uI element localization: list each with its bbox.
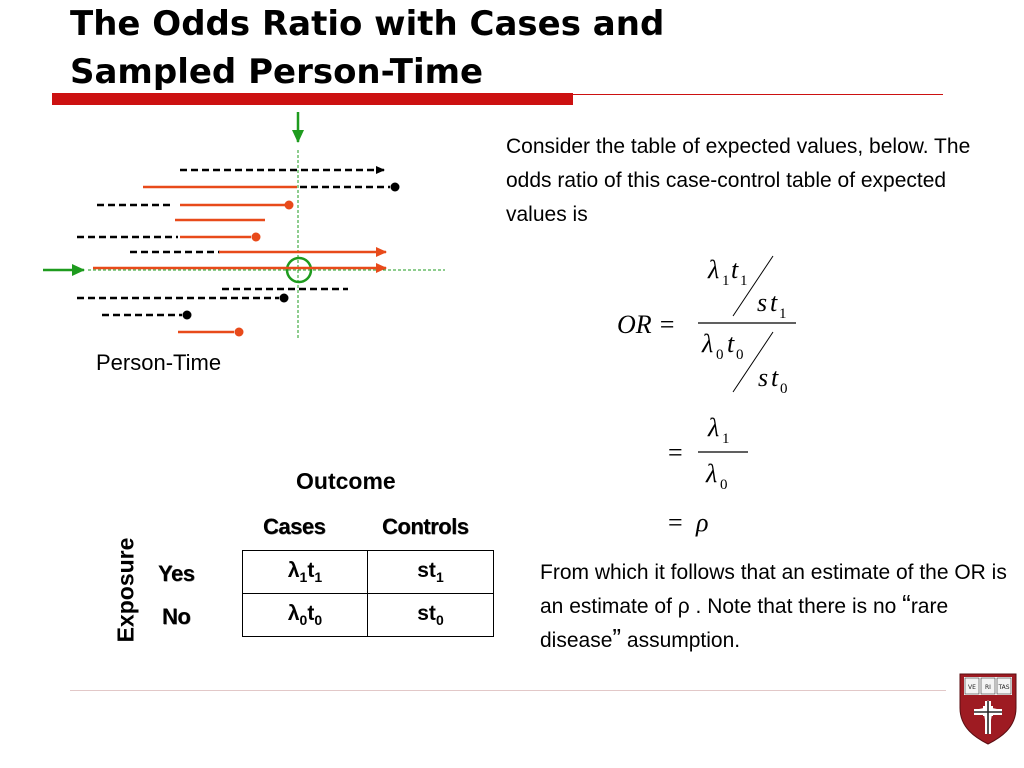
orange-end-dot-2 [251,232,261,242]
row-label-no: No [162,604,191,629]
svg-text:VE: VE [968,684,976,691]
eq-num-st-t: t [770,288,778,317]
title-underline-thin [573,94,943,95]
eq-den-lambda-sub: 0 [716,347,724,363]
eq-num-s: s [757,288,767,317]
eq-lambda1: λ [707,413,719,442]
eq-num-lambda-sub: 1 [722,273,730,289]
eq-equals-2: = [668,438,683,467]
eq-den-s: s [758,363,768,392]
eq-num-slash [732,255,774,317]
cell-exposed-cases: λ1t1 [242,550,368,594]
eq-lambda0-sub: 0 [720,477,728,493]
cell-unexposed-cases: λ0t0 [242,593,368,637]
cell-unexposed-controls: st0 [367,593,494,637]
intro-text: Consider the table of expected values, b… [506,135,971,226]
dashed-end-dot-1 [390,182,400,192]
eq-equals-3: = [668,508,683,537]
open-quote: “ [902,589,911,619]
expected-values-table: λ1t1 st1 λ0t0 st0 [242,550,494,637]
row-label-yes: Yes [158,561,195,586]
eq-den-t-sub: 0 [736,347,744,363]
eq-num-t-sub: 1 [740,273,748,289]
eq-den-slash [732,331,774,393]
svg-text:RI: RI [985,684,991,691]
title-underline-red [52,93,573,105]
table-row: λ1t1 st1 [242,550,494,594]
outcome-label: Outcome [296,468,396,494]
eq-num-lambda: λ [707,255,719,284]
dashed-end-dot-2 [279,293,289,303]
harvard-shield-logo: VE RI TAS [956,670,1020,746]
intersection-circle [285,256,313,284]
eq-lhs: OR = [617,310,676,339]
col-header-cases: Cases [263,514,326,539]
eq-den-st-t: t [771,363,779,392]
orange-end-dot-1 [284,200,294,210]
exposure-label: Exposure [112,537,139,643]
eq-num-st-sub: 1 [779,306,787,322]
eq-lambda1-sub: 1 [722,431,730,447]
table-row: λ0t0 st0 [242,593,494,637]
cell-exposed-controls: st1 [367,550,494,594]
conclusion-text: From which it follows that an estimate o… [540,561,1007,653]
dashed-end-dot-3 [182,310,192,320]
orange-end-dot-3 [234,327,244,337]
person-time-label: Person-Time [96,350,222,375]
title-line-2: Sampled Person-Time [70,52,484,92]
eq-den-lambda: λ [701,329,713,358]
person-time-diagram [43,112,445,340]
eq-rho: ρ [695,508,708,537]
footer-rule [70,690,946,691]
col-header-controls: Controls [382,514,469,539]
eq-den-t: t [727,329,735,358]
close-quote: ” [612,623,622,653]
odds-ratio-equation: OR = λ 1 t 1 s t 1 λ 0 t 0 s t 0 = λ 1 λ… [617,255,796,537]
eq-den-st-sub: 0 [780,381,788,397]
svg-text:TAS: TAS [997,684,1009,691]
title-line-1: The Odds Ratio with Cases and [70,4,665,44]
eq-num-t: t [731,255,739,284]
slide-title: The Odds Ratio with Cases and Sampled Pe… [70,0,970,96]
eq-lambda0: λ [705,459,717,488]
